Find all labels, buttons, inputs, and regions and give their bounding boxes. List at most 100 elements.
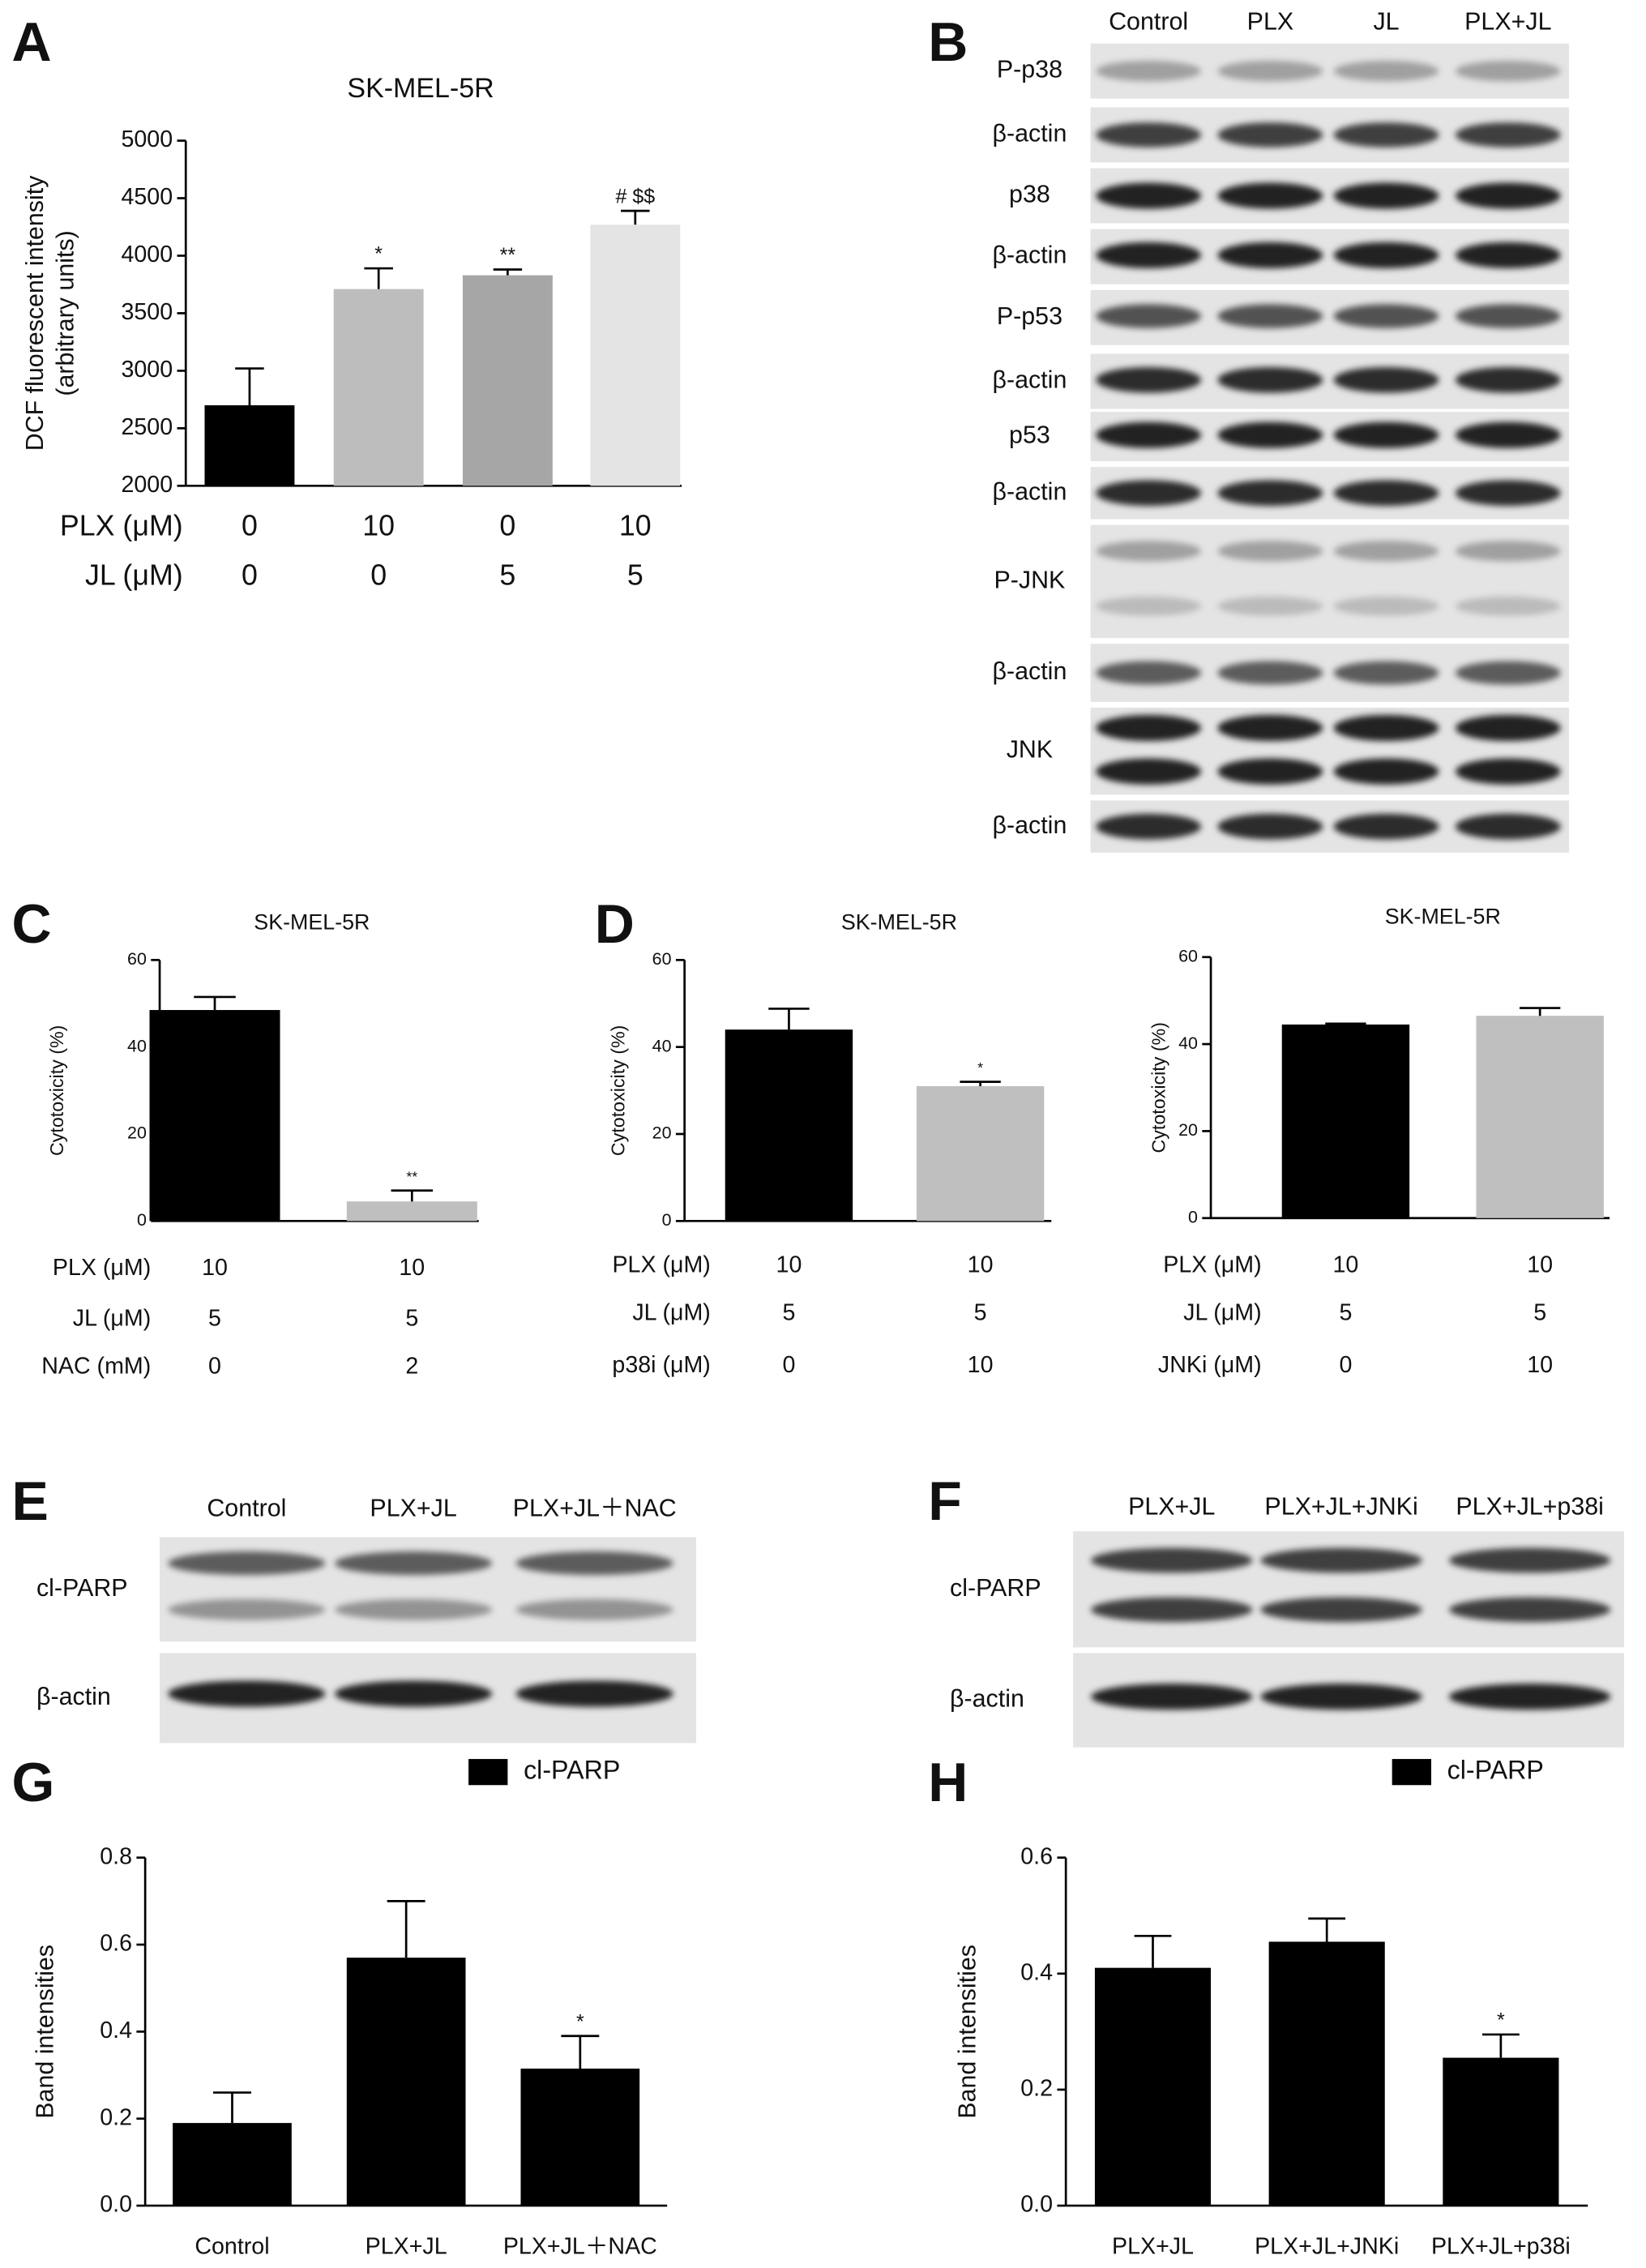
blot-band [1333,661,1439,685]
blot-band [1217,422,1323,448]
chart-title: SK-MEL-5R [254,910,370,935]
blot-band [1096,422,1202,448]
blot-band [1455,61,1561,82]
row-label: P-p53 [997,302,1062,330]
chart-title: SK-MEL-5R [841,910,957,935]
condition-value: 10 [968,1352,994,1378]
lane-label: Control [1109,8,1188,36]
blot-band [515,1680,673,1707]
bar [149,1010,280,1222]
lane-label: JL [1373,8,1399,36]
chart-title: SK-MEL-5R [347,73,494,104]
blot-band [1260,1547,1422,1573]
row-label: JNK [1007,736,1053,764]
error-bar [768,1008,810,1030]
condition-label: JNKi (μM) [1158,1352,1262,1378]
y-axis-label: Cytotoxicity (%) [607,1025,628,1156]
blot-band [1091,1597,1253,1623]
blot-band [1455,758,1561,785]
error-bar [364,267,393,289]
row-label: β-actin [950,1685,1024,1713]
y-tick-label: 0.8 [100,1843,132,1869]
blot-band [1217,714,1323,742]
condition-value: 10 [362,510,395,542]
bar [333,289,424,486]
blot-band [1448,1547,1611,1573]
y-tick-label: 0.0 [100,2192,132,2218]
blot-band [1217,758,1323,785]
blot-band [1096,714,1202,742]
blot-band [1333,242,1439,268]
y-tick-label: 0.2 [100,2104,132,2130]
y-tick-label: 0.4 [1020,1959,1053,1985]
y-axis-label: DCF fluorescent intensity [21,175,49,451]
condition-value: 5 [405,1306,418,1332]
blot-band [1096,813,1202,840]
panel-letter: F [928,1470,962,1532]
blot-band [1096,480,1202,507]
row-label: P-JNK [994,566,1066,593]
y-tick-label: 4000 [121,242,173,267]
blot-band [1096,758,1202,785]
legend-swatch [468,1759,508,1786]
significance-label: * [1497,2009,1505,2031]
y-tick-label: 2500 [121,414,173,440]
condition-value: 10 [1527,1352,1553,1378]
blot-band [335,1551,493,1576]
blot-band [1217,596,1323,616]
blot-band [1096,661,1202,685]
row-label: β-actin [36,1683,111,1710]
lane-label: PLX+JL＋NAC [513,1494,677,1521]
condition-value: 10 [399,1255,425,1281]
blot-band [168,1680,326,1707]
blot-band [1333,422,1439,448]
blot-band [1217,541,1323,562]
bar [916,1085,1045,1222]
blot-band [1096,61,1202,82]
blot-band [1333,61,1439,82]
lane-label: PLX+JL [370,1494,456,1521]
condition-label: PLX (μM) [60,510,183,542]
lane-label: PLX+JL [1464,8,1551,36]
row-label: β-actin [993,119,1067,147]
y-tick-label: 60 [127,949,147,969]
blot-band [168,1598,326,1620]
condition-value: 5 [1533,1299,1546,1325]
y-tick-label: 0 [137,1210,147,1230]
y-axis-label: Band intensities [953,1945,981,2119]
blot-band [1217,304,1323,328]
chart-title: SK-MEL-5R [1385,905,1501,929]
blot-band [1217,813,1323,840]
y-tick-label: 40 [1178,1033,1198,1053]
blot-band [1217,61,1323,82]
lane-label: PLX+JL+JNKi [1264,1493,1417,1521]
bar [1443,2057,1559,2206]
condition-value: 0 [208,1354,221,1380]
y-tick-label: 2000 [121,472,173,498]
y-tick-label: 40 [127,1036,147,1055]
condition-value: 10 [619,510,652,542]
y-tick-label: 60 [652,949,672,969]
blot-band [168,1551,326,1576]
bar [1476,1016,1604,1218]
error-bar [235,367,264,405]
y-tick-label: 20 [127,1123,147,1143]
significance-label: # $$ [615,186,655,208]
condition-value: 10 [776,1252,802,1277]
condition-label: p38i (μM) [612,1352,710,1378]
condition-label: JL (μM) [632,1299,710,1325]
condition-value: 10 [968,1252,994,1277]
blot-band [1096,541,1202,562]
blot-band [1217,182,1323,209]
blot-band [1448,1597,1611,1623]
y-tick-label: 3000 [121,357,173,383]
y-tick-label: 60 [1178,946,1198,965]
bar [1281,1024,1410,1218]
bar [204,404,295,486]
bar [346,1958,466,2206]
error-bar [213,2091,251,2124]
condition-value: 5 [782,1299,795,1325]
blot-band [1333,304,1439,328]
panel-letter: E [12,1470,49,1532]
